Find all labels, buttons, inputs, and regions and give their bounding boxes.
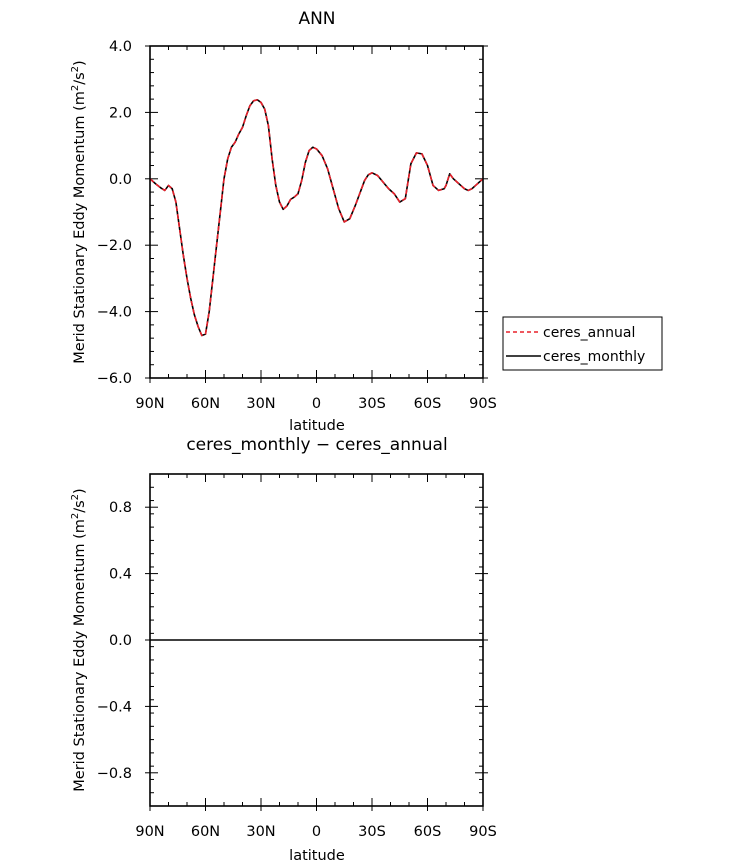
top-y-tick-label: −6.0 — [97, 371, 132, 387]
top-x-tick-label: 90S — [469, 396, 497, 412]
top-chart: ANN Merid Stationary Eddy Momentum (m2/s… — [70, 9, 497, 434]
bottom-x-tick-label: 30S — [358, 824, 386, 840]
top-chart-tick-labels: 90N 60N 30N 0 30S 60S 90S 4.0 2.0 0.0 −2.0 −4.0 −6.0 — [97, 39, 497, 412]
legend-label-ceres-monthly: ceres_monthly — [543, 349, 645, 365]
top-y-tick-label: 4.0 — [109, 39, 132, 55]
top-x-tick-label: 90N — [135, 396, 164, 412]
bottom-x-tick-label: 60N — [191, 824, 220, 840]
top-chart-xlabel: latitude — [289, 418, 345, 434]
bottom-chart-ylabel: Merid Stationary Eddy Momentum (m2/s2) — [70, 488, 88, 791]
top-y-tick-label: −2.0 — [97, 238, 132, 254]
bottom-y-tick-label: 0.4 — [109, 567, 132, 583]
top-chart-plot-frame — [149, 45, 484, 379]
top-chart-ticks — [145, 45, 488, 383]
top-x-tick-label: 60S — [414, 396, 442, 412]
top-chart-title: ANN — [298, 9, 335, 29]
bottom-chart-plot-frame — [149, 473, 484, 807]
bottom-x-tick-label: 60S — [414, 824, 442, 840]
bottom-y-tick-label: −0.4 — [97, 699, 132, 715]
bottom-x-tick-label: 90S — [469, 824, 497, 840]
legend-label-ceres-annual: ceres_annual — [543, 325, 635, 341]
bottom-chart-ticks — [145, 473, 488, 811]
bottom-x-tick-label: 90N — [135, 824, 164, 840]
bottom-y-tick-label: −0.8 — [97, 766, 132, 782]
top-series-line-ceres_monthly — [149, 98, 484, 337]
bottom-x-tick-label: 30N — [246, 824, 275, 840]
top-x-tick-label: 30S — [358, 396, 386, 412]
top-chart-ylabel: Merid Stationary Eddy Momentum (m2/s2) — [70, 60, 88, 363]
top-y-tick-label: 2.0 — [109, 105, 132, 121]
legend-box — [502, 316, 663, 371]
top-y-tick-label: 0.0 — [109, 172, 132, 188]
top-chart-series — [149, 98, 484, 337]
bottom-y-tick-label: 0.8 — [109, 500, 132, 516]
legend: ceres_annual ceres_monthly — [502, 316, 663, 371]
top-series-line-ceres_annual — [149, 98, 484, 337]
top-y-tick-label: −4.0 — [97, 305, 132, 321]
bottom-chart-xlabel: latitude — [289, 848, 345, 864]
bottom-y-tick-label: 0.0 — [109, 633, 132, 649]
bottom-chart-tick-labels: 90N 60N 30N 0 30S 60S 90S 0.8 0.4 0.0 −0.4 −0.8 — [97, 500, 497, 840]
bottom-chart: ceres_monthly − ceres_annual Merid Stati… — [70, 435, 497, 864]
bottom-chart-title: ceres_monthly − ceres_annual — [186, 435, 447, 455]
bottom-x-tick-label: 0 — [312, 824, 321, 840]
top-x-tick-label: 30N — [246, 396, 275, 412]
top-x-tick-label: 0 — [312, 396, 321, 412]
top-x-tick-label: 60N — [191, 396, 220, 412]
